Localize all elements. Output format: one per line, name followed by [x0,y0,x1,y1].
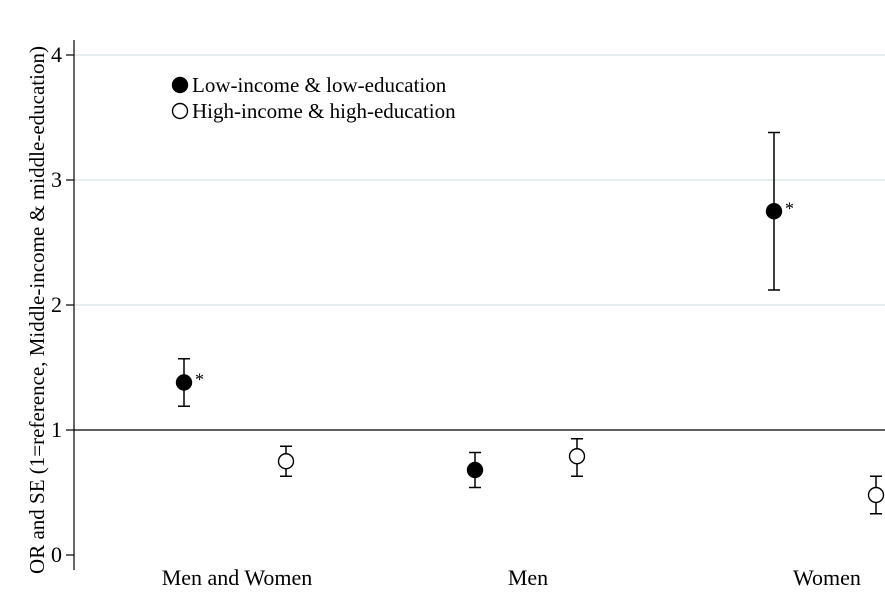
point-high-income-high-education [568,448,586,465]
point-high-income-high-education [867,486,885,504]
data-points [175,203,885,504]
gridlines [74,54,885,306]
y-ticks: 0 1 2 3 4 [51,42,74,567]
significance-marker: * [195,370,204,390]
significance-markers: **, [195,198,794,390]
x-category-labels: Men and Women Men Women [162,565,861,590]
point-low-income-low-education [765,203,783,220]
x-category-label: Women [793,565,861,590]
legend-marker [171,102,189,120]
y-tick-label: 4 [51,42,62,67]
y-tick-label: 2 [51,292,62,317]
y-tick-label: 1 [51,417,62,442]
point-high-income-high-education [277,453,295,470]
legend-label: High-income & high-education [192,99,456,123]
y-tick-label: 3 [51,167,62,192]
significance-marker: * [785,198,794,218]
y-axis-label: OR and SE (1=reference, Middle-income & … [25,46,49,574]
y-tick-label: 0 [51,542,62,567]
legend-marker [171,76,189,94]
legend-label: Low-income & low-education [192,73,447,97]
point-low-income-low-education [466,461,484,479]
x-category-label: Men [508,565,548,590]
point-low-income-low-education [175,374,193,391]
x-category-label: Men and Women [162,565,313,590]
